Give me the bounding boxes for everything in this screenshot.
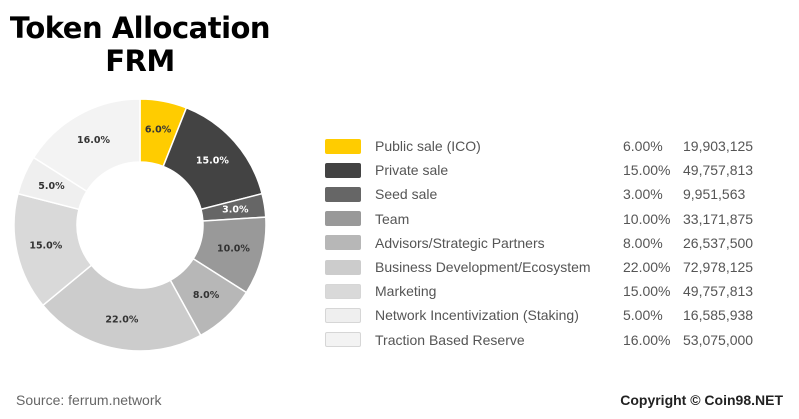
legend-row: Private sale 15.00% 49,757,813 xyxy=(325,158,753,182)
legend-token-amount: 53,075,000 xyxy=(683,331,754,348)
donut-chart: 6.0% 15.0% 3.0% 10.0% 8.0% 22.0% 15.0% 5.0% 16.0… xyxy=(13,98,267,352)
chart-title-line-1: Token Allocation xyxy=(9,11,271,45)
donut-slice-label-8: 5.0% xyxy=(38,181,65,192)
legend-swatch xyxy=(325,283,361,299)
donut-slice-label-6: 22.0% xyxy=(105,314,138,325)
legend-swatch xyxy=(325,307,361,323)
legend-swatch xyxy=(325,259,361,275)
donut-slice-label-3: 3.0% xyxy=(222,204,249,215)
legend-label: Team xyxy=(375,210,410,227)
legend-percent: 16.00% xyxy=(623,331,671,348)
legend-row: Public sale (ICO) 6.00% 19,903,125 xyxy=(325,134,753,158)
legend-label: Business Development/Ecosystem xyxy=(375,259,591,276)
donut-slice-9 xyxy=(32,98,141,193)
legend-token-amount: 19,903,125 xyxy=(683,138,754,155)
legend-percent: 3.00% xyxy=(623,186,663,203)
legend-row: Marketing 15.00% 49,757,813 xyxy=(325,279,753,303)
legend-percent: 15.00% xyxy=(623,162,671,179)
legend-token-amount: 16,585,938 xyxy=(683,307,754,324)
source-note: Source: ferrum.network xyxy=(16,392,162,408)
legend-label: Traction Based Reserve xyxy=(375,331,525,348)
legend-row: Business Development/Ecosystem 22.00% 72,9… xyxy=(325,255,753,279)
legend-percent: 10.00% xyxy=(623,210,671,227)
legend-label: Private sale xyxy=(375,162,449,179)
legend-row: Team 10.00% 33,171,875 xyxy=(325,207,753,231)
copyright-note: Copyright © Coin98.NET xyxy=(620,392,783,408)
legend-label: Seed sale xyxy=(375,186,438,203)
chart-title-line-2: FRM xyxy=(105,44,175,78)
legend-label: Advisors/Strategic Partners xyxy=(375,234,545,251)
chart-legend: Public sale (ICO) 6.00% 19,903,125 Private … xyxy=(325,134,753,352)
legend-token-amount: 49,757,813 xyxy=(683,162,754,179)
legend-label: Public sale (ICO) xyxy=(375,138,481,155)
donut-slice-label-5: 8.0% xyxy=(193,290,220,301)
legend-token-amount: 49,757,813 xyxy=(683,283,754,300)
legend-percent: 5.00% xyxy=(623,307,663,324)
legend-token-amount: 33,171,875 xyxy=(683,210,754,227)
legend-label: Marketing xyxy=(375,283,437,300)
legend-row: Network Incentivization (Staking) 5.00% 16… xyxy=(325,303,753,327)
chart-title: Token Allocation FRM xyxy=(0,12,280,78)
legend-swatch xyxy=(325,162,361,178)
donut-slice-label-7: 15.0% xyxy=(29,241,62,252)
legend-percent: 22.00% xyxy=(623,259,671,276)
legend-swatch xyxy=(325,186,361,202)
donut-slice-label-1: 6.0% xyxy=(145,125,172,136)
legend-swatch xyxy=(325,211,361,227)
legend-row: Seed sale 3.00% 9,951,563 xyxy=(325,182,745,206)
legend-swatch xyxy=(325,332,361,348)
legend-percent: 6.00% xyxy=(623,138,663,155)
legend-token-amount: 9,951,563 xyxy=(683,186,746,203)
legend-label: Network Incentivization (Staking) xyxy=(375,307,579,324)
legend-swatch xyxy=(325,138,361,154)
legend-swatch xyxy=(325,235,361,251)
legend-token-amount: 72,978,125 xyxy=(683,259,754,276)
legend-row: Traction Based Reserve 16.00% 53,075,000 xyxy=(325,328,753,352)
donut-slice-label-2: 15.0% xyxy=(196,156,229,167)
legend-percent: 8.00% xyxy=(623,234,663,251)
donut-slice-6 xyxy=(41,264,202,352)
legend-percent: 15.00% xyxy=(623,283,671,300)
legend-row: Advisors/Strategic Partners 8.00% 26,537,5… xyxy=(325,231,753,255)
donut-slice-label-4: 10.0% xyxy=(217,243,250,254)
legend-token-amount: 26,537,500 xyxy=(683,234,754,251)
donut-slice-label-9: 16.0% xyxy=(77,135,110,146)
